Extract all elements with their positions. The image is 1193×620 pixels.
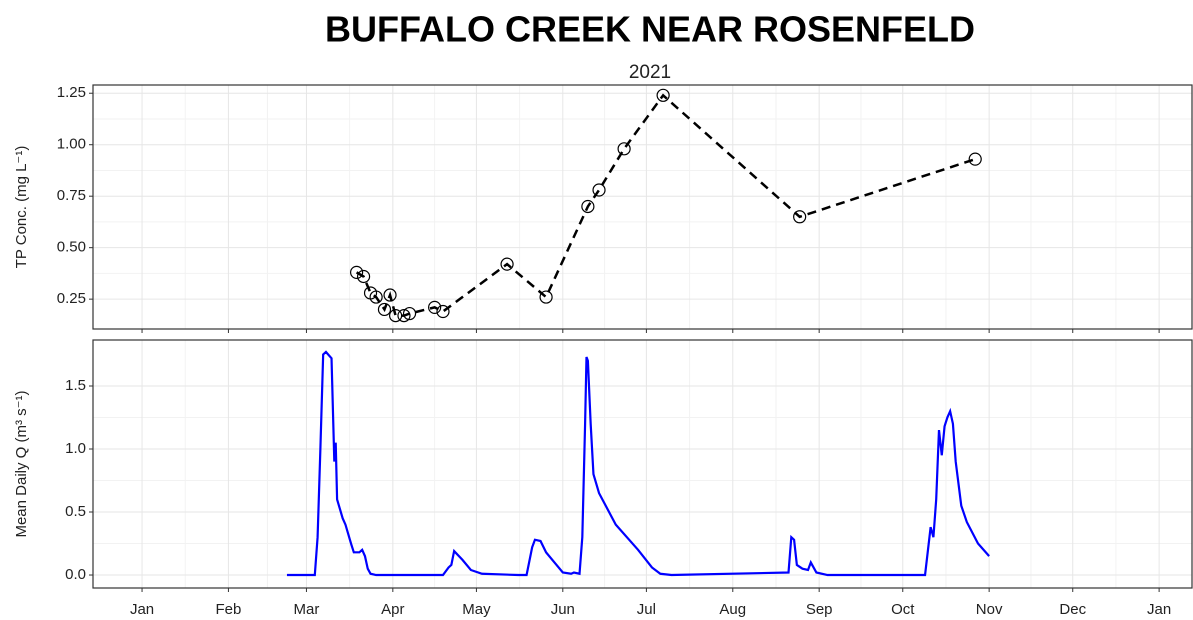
data-point bbox=[968, 152, 982, 166]
data-point bbox=[500, 257, 514, 271]
y-tick-label: 0.0 bbox=[65, 566, 86, 583]
plot-border bbox=[92, 84, 1193, 330]
y-tick-label: 1.00 bbox=[57, 136, 86, 153]
x-tick-label: Sep bbox=[806, 601, 833, 618]
data-point bbox=[436, 304, 450, 319]
data-point bbox=[428, 300, 442, 314]
x-tick-label: Apr bbox=[381, 601, 404, 618]
data-point bbox=[539, 290, 553, 304]
x-tick-label: Feb bbox=[215, 601, 241, 618]
x-tick-label: Jan bbox=[130, 601, 154, 618]
y-tick-label: 0.50 bbox=[57, 239, 86, 256]
chart-title: BUFFALO CREEK NEAR ROSENFELD bbox=[325, 9, 975, 50]
x-tick-label: Mar bbox=[294, 601, 320, 618]
y-axis-label: TP Conc. (mg L⁻¹) bbox=[13, 146, 30, 269]
data-point bbox=[397, 309, 411, 323]
chart-subtitle: 2021 bbox=[629, 62, 671, 83]
y-axis-label: Mean Daily Q (m³ s⁻¹) bbox=[13, 390, 30, 537]
data-line bbox=[355, 93, 976, 317]
y-tick-label: 0.5 bbox=[65, 503, 86, 520]
data-point bbox=[383, 288, 397, 302]
x-tick-label: Aug bbox=[719, 601, 746, 618]
data-point bbox=[389, 309, 403, 323]
data-point bbox=[402, 306, 417, 321]
y-tick-label: 0.75 bbox=[57, 187, 86, 204]
x-tick-label: May bbox=[462, 601, 491, 618]
y-tick-label: 0.25 bbox=[57, 290, 86, 307]
x-tick-label: Jun bbox=[551, 601, 575, 618]
data-point bbox=[356, 269, 371, 284]
data-point bbox=[377, 302, 392, 317]
x-tick-label: Nov bbox=[976, 601, 1003, 618]
data-point bbox=[656, 88, 670, 102]
x-tick-label: Jul bbox=[637, 601, 656, 618]
data-point bbox=[793, 210, 807, 224]
y-tick-label: 1.0 bbox=[65, 440, 86, 457]
data-point bbox=[369, 290, 383, 304]
data-point bbox=[617, 142, 631, 156]
data-point bbox=[350, 265, 364, 279]
y-tick-label: 1.25 bbox=[57, 84, 86, 101]
x-tick-label: Dec bbox=[1059, 601, 1086, 618]
x-tick-label: Oct bbox=[891, 601, 915, 618]
data-point bbox=[592, 183, 606, 197]
data-line bbox=[286, 350, 990, 577]
x-tick-label: Jan bbox=[1147, 601, 1171, 618]
data-point bbox=[581, 199, 595, 214]
y-tick-label: 1.5 bbox=[65, 377, 86, 394]
plot-border bbox=[92, 339, 1193, 589]
